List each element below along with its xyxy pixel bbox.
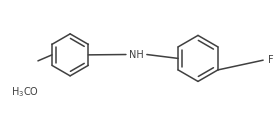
- Text: $\mathsf{H_3CO}$: $\mathsf{H_3CO}$: [11, 85, 39, 99]
- Text: NH: NH: [129, 50, 144, 59]
- Text: F: F: [268, 55, 274, 65]
